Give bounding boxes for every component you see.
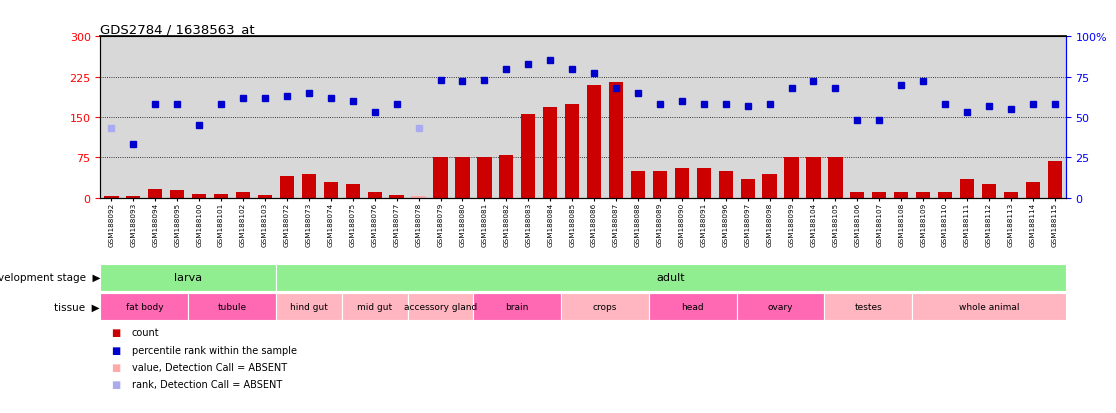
Text: ■: ■ bbox=[112, 328, 121, 337]
Text: brain: brain bbox=[506, 302, 529, 311]
Bar bbox=[696, 169, 711, 198]
Bar bbox=[455, 157, 470, 198]
Bar bbox=[873, 193, 886, 198]
Bar bbox=[148, 190, 163, 198]
Bar bbox=[937, 193, 952, 198]
Bar bbox=[850, 193, 865, 198]
Bar bbox=[301, 174, 316, 198]
Text: adult: adult bbox=[656, 273, 685, 283]
Text: ■: ■ bbox=[112, 362, 121, 372]
Bar bbox=[389, 196, 404, 198]
Bar bbox=[825, 293, 912, 320]
Bar bbox=[1003, 193, 1018, 198]
Text: tubule: tubule bbox=[218, 302, 247, 311]
Text: crops: crops bbox=[593, 302, 617, 311]
Bar bbox=[100, 293, 189, 320]
Bar bbox=[276, 293, 341, 320]
Bar bbox=[960, 179, 974, 198]
Bar bbox=[741, 179, 754, 198]
Bar bbox=[1048, 162, 1062, 198]
Text: accessory gland: accessory gland bbox=[404, 302, 478, 311]
Text: development stage  ▶: development stage ▶ bbox=[0, 273, 100, 283]
Bar bbox=[894, 193, 908, 198]
Text: whole animal: whole animal bbox=[959, 302, 1019, 311]
Bar bbox=[521, 115, 536, 198]
Bar bbox=[170, 191, 184, 198]
Bar bbox=[561, 293, 648, 320]
Bar bbox=[100, 264, 276, 291]
Bar bbox=[609, 83, 623, 198]
Bar bbox=[648, 293, 737, 320]
Bar bbox=[235, 192, 250, 198]
Bar bbox=[631, 171, 645, 198]
Bar bbox=[367, 193, 382, 198]
Text: value, Detection Call = ABSENT: value, Detection Call = ABSENT bbox=[132, 362, 287, 372]
Bar bbox=[276, 264, 1066, 291]
Bar bbox=[1026, 182, 1040, 198]
Text: GDS2784 / 1638563_at: GDS2784 / 1638563_at bbox=[100, 23, 256, 36]
Bar bbox=[916, 193, 931, 198]
Text: hind gut: hind gut bbox=[290, 302, 328, 311]
Bar bbox=[407, 293, 473, 320]
Bar bbox=[565, 104, 579, 198]
Bar bbox=[587, 85, 602, 198]
Bar bbox=[719, 171, 733, 198]
Text: ■: ■ bbox=[112, 345, 121, 355]
Bar bbox=[653, 171, 667, 198]
Bar bbox=[324, 182, 338, 198]
Text: mid gut: mid gut bbox=[357, 302, 392, 311]
Bar bbox=[807, 157, 820, 198]
Bar bbox=[982, 185, 997, 198]
Bar bbox=[280, 177, 294, 198]
Bar bbox=[737, 293, 825, 320]
Bar bbox=[341, 293, 407, 320]
Bar bbox=[912, 293, 1066, 320]
Text: count: count bbox=[132, 328, 160, 337]
Bar bbox=[412, 196, 425, 198]
Bar bbox=[189, 293, 276, 320]
Bar bbox=[258, 196, 272, 198]
Bar bbox=[543, 108, 557, 198]
Bar bbox=[499, 155, 513, 198]
Bar bbox=[104, 196, 118, 198]
Text: tissue  ▶: tissue ▶ bbox=[55, 301, 100, 312]
Text: ovary: ovary bbox=[768, 302, 793, 311]
Text: fat body: fat body bbox=[125, 302, 163, 311]
Bar bbox=[214, 195, 229, 198]
Text: head: head bbox=[682, 302, 704, 311]
Bar bbox=[346, 185, 359, 198]
Bar bbox=[828, 157, 843, 198]
Bar bbox=[433, 157, 448, 198]
Text: rank, Detection Call = ABSENT: rank, Detection Call = ABSENT bbox=[132, 380, 282, 389]
Bar bbox=[785, 157, 799, 198]
Text: larva: larva bbox=[174, 273, 202, 283]
Bar bbox=[126, 196, 141, 198]
Text: ■: ■ bbox=[112, 380, 121, 389]
Bar bbox=[675, 169, 689, 198]
Text: percentile rank within the sample: percentile rank within the sample bbox=[132, 345, 297, 355]
Text: testes: testes bbox=[855, 302, 883, 311]
Bar bbox=[192, 195, 206, 198]
Bar bbox=[762, 174, 777, 198]
Bar bbox=[473, 293, 561, 320]
Bar bbox=[478, 157, 491, 198]
